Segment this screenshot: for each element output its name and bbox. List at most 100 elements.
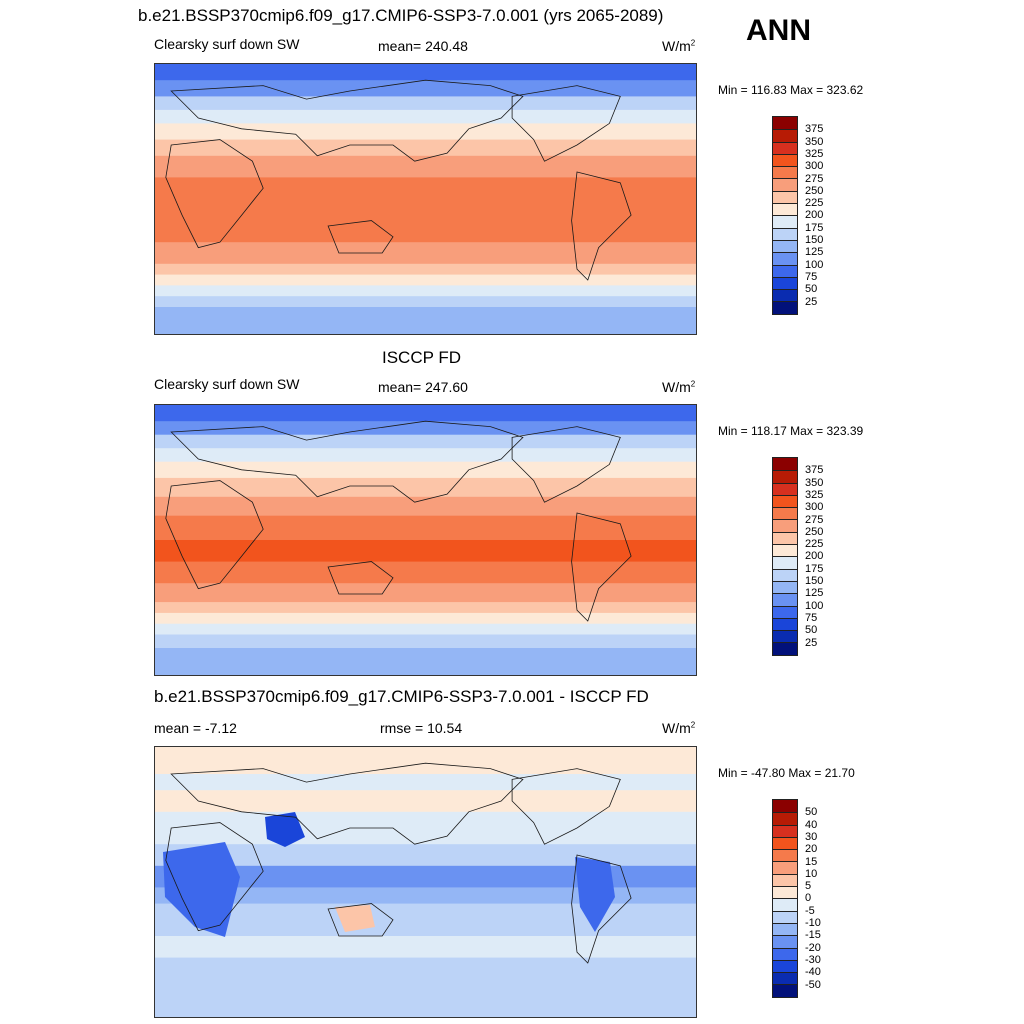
panel-diff-map	[154, 746, 697, 1018]
map-field-band	[155, 307, 696, 334]
coastline	[165, 822, 264, 932]
colorbar-swatch	[773, 252, 797, 265]
colorbar-tick-label: 5	[805, 880, 812, 893]
coastline	[165, 139, 264, 249]
colorbar-swatch	[773, 593, 797, 606]
panel-model-colorbar: 375 350 325 300 275 250 225 200 175 150 125 100 75 50…	[772, 116, 823, 315]
colorbar-swatch	[773, 301, 797, 314]
coastline	[511, 768, 621, 845]
coastline	[511, 426, 621, 503]
colorbar-swatch	[773, 494, 797, 508]
colorbar-swatch	[773, 800, 797, 813]
colorbar-tick-label: 75	[805, 270, 818, 283]
map-field-band	[155, 623, 696, 635]
colorbar-tick-label: -10	[805, 917, 821, 929]
colorbar-swatch	[773, 129, 797, 142]
map-field-band	[155, 515, 696, 541]
map-field-band	[155, 96, 696, 111]
colorbar-tick-label: 350	[805, 135, 824, 148]
colorbar-tick-label: 250	[805, 184, 824, 197]
panel-diff-colorbar: 50 40 30 20 15 10 5 0 -5 -10 -15 -20 -30 -40 -50	[772, 799, 821, 998]
colorbar-swatch	[773, 630, 797, 643]
colorbar-tick-label: 275	[805, 513, 824, 526]
colorbar-tick-label: 20	[805, 843, 818, 856]
panel-diff-rmse: rmse = 10.54	[380, 720, 463, 736]
colorbar-swatch	[773, 642, 797, 655]
colorbar-swatch	[773, 556, 797, 569]
colorbar-tick-label: 150	[805, 234, 824, 246]
colorbar-tick-label: 175	[805, 221, 824, 234]
map-field-band	[155, 274, 696, 286]
panel-obs-map	[154, 404, 697, 676]
coastline	[571, 854, 632, 964]
colorbar-tick-label: 50	[805, 806, 818, 819]
colorbar-tick-label: 15	[805, 855, 818, 868]
colorbar-tick-label: 125	[805, 246, 824, 259]
map-field-band	[155, 285, 696, 297]
colorbar-swatch	[773, 203, 797, 216]
colorbar-tick-label: 25	[805, 636, 818, 649]
colorbar-tick-label: 10	[805, 867, 818, 880]
colorbar-swatch	[773, 836, 797, 850]
map-field-band	[155, 612, 696, 625]
coastline	[511, 85, 621, 162]
colorbar-swatch	[773, 458, 797, 471]
panel-model-minmax: Min = 116.83 Max = 323.62	[718, 83, 864, 97]
coastline	[327, 903, 394, 937]
map-field-band	[155, 865, 696, 888]
colorbar-tick-label: 40	[805, 818, 818, 831]
map-field-band	[155, 583, 696, 603]
colorbar-tick-label: 0	[805, 892, 812, 905]
map-anomaly-region	[163, 842, 240, 937]
colorbar-swatch	[773, 984, 797, 997]
panel-diff-title: b.e21.BSSP370cmip6.f09_g17.CMIP6-SSP3-7.…	[154, 687, 649, 706]
colorbar-tick-label: 275	[805, 172, 824, 185]
map-field-band	[155, 123, 696, 141]
colorbar-swatch	[773, 605, 797, 618]
panel-diff-units: W/m2	[662, 720, 696, 736]
colorbar-tick-label: 100	[805, 258, 824, 271]
colorbar-tick-label: 350	[805, 476, 824, 489]
colorbar-tick-label: 50	[805, 283, 818, 296]
colorbar-swatch	[773, 153, 797, 167]
colorbar-swatch	[773, 824, 797, 837]
colorbar-swatch	[773, 239, 797, 253]
colorbar-tick-label: -20	[805, 941, 821, 954]
colorbar-swatch	[773, 141, 797, 154]
colorbar-swatch	[773, 531, 797, 545]
colorbar-tick-label: 200	[805, 550, 824, 563]
map-field-band	[155, 461, 696, 479]
colorbar-tick-label: 325	[805, 147, 824, 160]
panel-obs-title: ISCCP FD	[382, 348, 462, 367]
colorbar-tick-label: 250	[805, 525, 824, 538]
colorbar-swatch	[773, 922, 797, 936]
map-field-band	[155, 844, 696, 867]
colorbar-tick-label: 100	[805, 599, 824, 612]
map-field-band	[155, 64, 696, 81]
coastline	[165, 480, 264, 590]
colorbar-swatch	[773, 166, 797, 179]
colorbar-tick-label: -15	[805, 929, 821, 942]
colorbar-swatch	[773, 873, 797, 887]
panel-model-map	[154, 63, 697, 335]
map-field-band	[155, 561, 696, 584]
colorbar-tick-label: 200	[805, 209, 824, 222]
colorbar-swatch	[773, 617, 797, 631]
colorbar-swatch	[773, 215, 797, 228]
colorbar-swatch	[773, 849, 797, 862]
map-field-band	[155, 540, 696, 563]
colorbar-swatch	[773, 898, 797, 911]
panel-diff-minmax: Min = -47.80 Max = 21.70	[718, 766, 855, 780]
colorbar-swatch	[773, 972, 797, 985]
map-field-band	[155, 155, 696, 178]
colorbar-tick-label: 175	[805, 562, 824, 575]
colorbar-swatch	[773, 276, 797, 290]
panel-obs-colorbar: 375 350 325 300 275 250 225 200 175 150 125 100 75 50…	[772, 457, 823, 656]
map-field-band	[155, 242, 696, 265]
panel-obs-units: W/m2	[662, 379, 696, 395]
colorbar-tick-label: -30	[805, 953, 821, 966]
colorbar-tick-label: 30	[805, 830, 818, 843]
colorbar-swatch	[773, 507, 797, 520]
colorbar-swatch	[773, 947, 797, 960]
colorbar-swatch	[773, 227, 797, 240]
